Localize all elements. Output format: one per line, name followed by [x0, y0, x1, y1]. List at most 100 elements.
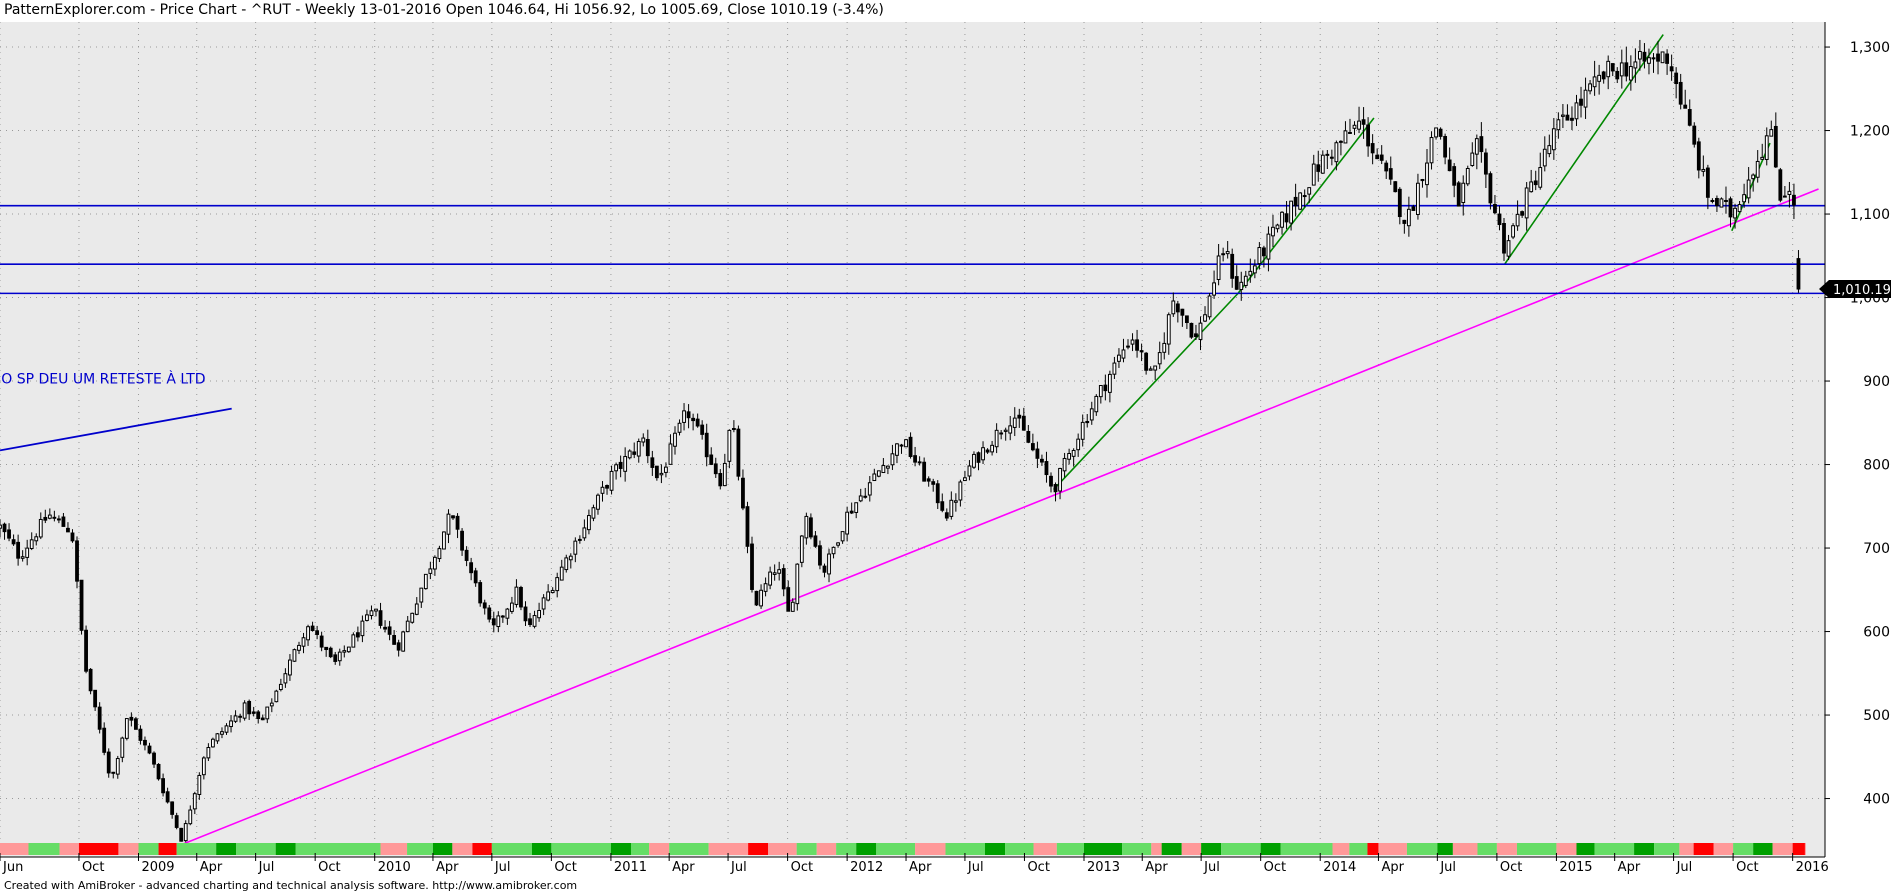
candle-body [722, 462, 727, 487]
candle-body [133, 718, 138, 730]
candle-body [405, 620, 410, 633]
candle-body [845, 511, 850, 535]
candle [7, 523, 11, 542]
candle-body [306, 626, 310, 641]
candle-body [772, 572, 777, 575]
ribbon-segment [1496, 843, 1517, 855]
x-tick-label: Oct [1264, 860, 1286, 875]
candle-body [1148, 368, 1153, 371]
candle [1696, 137, 1701, 179]
candle [1189, 322, 1194, 339]
candle [1379, 145, 1384, 165]
candle-body [1701, 168, 1706, 172]
ribbon-segment [1406, 843, 1438, 855]
candle [668, 434, 673, 465]
candle-body [1302, 195, 1307, 198]
ribbon-segment [1151, 843, 1162, 855]
candle [1574, 94, 1579, 127]
candle [1692, 122, 1697, 148]
ribbon-segment [407, 843, 433, 855]
ribbon-segment [1516, 843, 1557, 855]
candle-body [1026, 430, 1031, 443]
candle [1352, 121, 1357, 135]
candle-body [682, 410, 686, 423]
candle [1393, 181, 1398, 193]
candle [1384, 160, 1389, 179]
candle-body [1044, 461, 1049, 476]
trend-line [181, 188, 1819, 846]
candle-body [165, 791, 170, 803]
candle-body [564, 557, 569, 571]
candle [1366, 117, 1371, 157]
candle-body [623, 456, 628, 472]
candle-body [713, 463, 718, 475]
candle [152, 751, 156, 768]
candle [215, 732, 220, 744]
x-tick-label: Oct [1736, 860, 1758, 875]
candle [976, 451, 981, 471]
candle [1117, 348, 1121, 368]
candle [1402, 219, 1407, 234]
candle [1760, 143, 1765, 160]
candle-body [1271, 226, 1275, 237]
candle-body [505, 608, 510, 619]
ribbon-segment [748, 843, 769, 855]
candle-body [1103, 384, 1108, 392]
candle [1551, 118, 1556, 160]
ribbon-segment [856, 843, 877, 855]
candle-body [1642, 51, 1647, 62]
ribbon-segment [1594, 843, 1635, 855]
candle-body [491, 618, 496, 626]
candle-body [1266, 233, 1271, 260]
candle [727, 429, 732, 469]
x-tick-label: 2013 [1087, 860, 1120, 875]
candle [632, 442, 637, 459]
candle-body [691, 417, 696, 422]
candle-body [315, 630, 320, 635]
candle-body [1329, 156, 1334, 159]
candle-body [16, 541, 21, 559]
candle-body [700, 424, 705, 435]
candle [1542, 136, 1547, 172]
candle-body [97, 706, 102, 730]
candle [1411, 204, 1416, 211]
candle-body [1533, 180, 1538, 186]
candle-body [333, 654, 338, 662]
candle [1194, 324, 1198, 340]
candle-body [1307, 187, 1312, 195]
candle-body [75, 540, 79, 582]
candle-body [1008, 425, 1013, 434]
candle [288, 654, 292, 681]
candle-body [532, 615, 537, 627]
candle-body [555, 577, 560, 592]
candle [292, 648, 297, 662]
ribbon-segment [816, 843, 837, 855]
y-tick-label: 1,100 [1850, 207, 1890, 223]
candle-body [827, 553, 831, 575]
candle [519, 585, 523, 611]
x-tick-label: Apr [436, 860, 459, 875]
candle [183, 820, 188, 843]
candle-body [1275, 224, 1280, 230]
candle [999, 429, 1004, 440]
candle [1565, 104, 1570, 121]
candle [1207, 292, 1212, 320]
candle-body [1647, 57, 1651, 64]
candle-body [1520, 211, 1525, 216]
candle-body [1139, 350, 1144, 353]
candle-body [727, 429, 732, 462]
candle-body [383, 626, 387, 630]
candle [1252, 259, 1257, 279]
candle [1474, 134, 1479, 170]
candle-body [1565, 114, 1570, 121]
candle [1325, 150, 1330, 169]
candle-body [664, 466, 668, 473]
candle [1225, 241, 1230, 259]
x-tick-label: Apr [672, 860, 695, 875]
candle-body [229, 720, 233, 728]
ribbon-segment [432, 843, 453, 855]
candle-body [111, 771, 116, 774]
candle-body [1049, 475, 1053, 487]
candle [1465, 165, 1470, 187]
candle [93, 689, 98, 711]
